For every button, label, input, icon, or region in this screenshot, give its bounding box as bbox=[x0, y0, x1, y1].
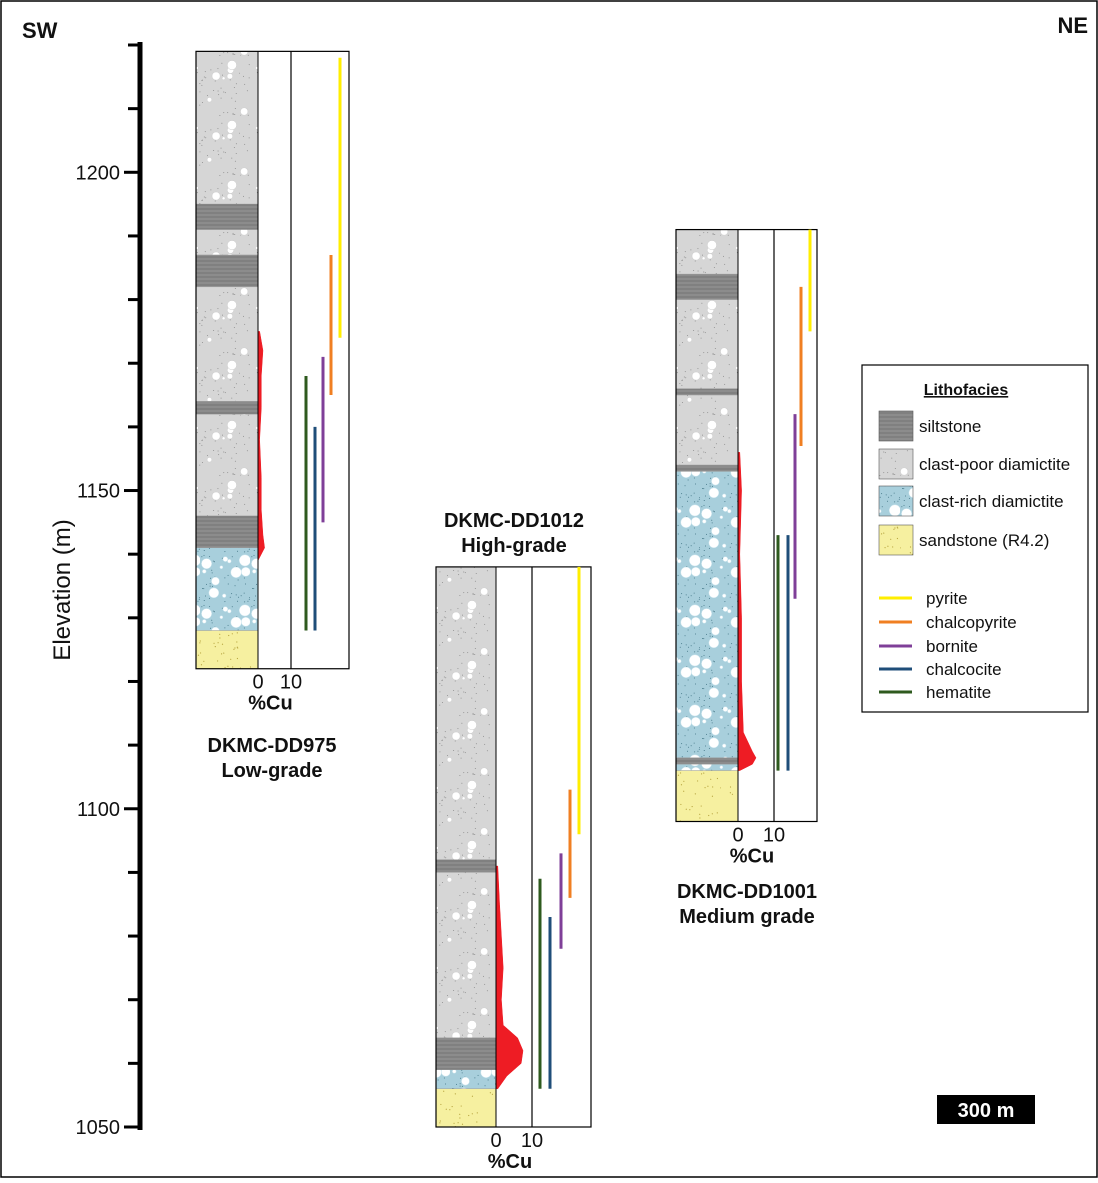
cu-tick-label: 10 bbox=[280, 672, 302, 694]
legend-label: hematite bbox=[926, 683, 991, 702]
lithology-interval bbox=[196, 414, 258, 516]
lithology-interval bbox=[196, 631, 258, 669]
hole-grade: Medium grade bbox=[679, 906, 815, 928]
lithology-interval bbox=[676, 771, 738, 822]
lithology-interval bbox=[676, 465, 738, 471]
lithology-interval bbox=[196, 516, 258, 548]
lithology-interval bbox=[436, 1038, 496, 1070]
figure: SW NE Elevation (m) Lithofacies 300 m 10… bbox=[0, 0, 1098, 1178]
cu-tick-label: 0 bbox=[732, 824, 743, 846]
hole-name: DKMC-DD975 bbox=[208, 735, 337, 757]
legend-label: pyrite bbox=[926, 589, 968, 608]
lithology-interval bbox=[196, 287, 258, 402]
legend-label: clast-poor diamictite bbox=[919, 455, 1070, 474]
lithology-interval bbox=[676, 395, 738, 465]
lithology-interval bbox=[436, 1070, 496, 1089]
legend-label: bornite bbox=[926, 637, 978, 656]
lithology-interval bbox=[676, 471, 738, 757]
lithology-interval bbox=[676, 389, 738, 395]
legend-swatch bbox=[879, 486, 913, 516]
cu-axis-label: %Cu bbox=[248, 693, 292, 715]
legend-label: siltstone bbox=[919, 417, 981, 436]
legend-label: chalcopyrite bbox=[926, 613, 1017, 632]
legend-label: clast-rich diamictite bbox=[919, 492, 1064, 511]
cu-tick-label: 10 bbox=[763, 824, 785, 846]
hole-grade: Low-grade bbox=[221, 760, 322, 782]
legend-label: chalcocite bbox=[926, 660, 1002, 679]
cu-tick-label: 10 bbox=[521, 1130, 543, 1152]
cu-axis-label: %Cu bbox=[730, 845, 774, 867]
lithology-interval bbox=[676, 274, 738, 299]
scale-bar-label: 300 m bbox=[958, 1100, 1015, 1122]
cu-tick-label: 0 bbox=[252, 672, 263, 694]
legend-swatch bbox=[879, 449, 913, 479]
lithology-interval bbox=[196, 204, 258, 229]
hole-name: DKMC-DD1012 bbox=[444, 510, 584, 532]
lithology-interval bbox=[436, 872, 496, 1037]
lithology-interval bbox=[676, 300, 738, 389]
legend-title: Lithofacies bbox=[924, 382, 1009, 399]
y-tick-label: 1200 bbox=[76, 162, 121, 184]
direction-label: NE bbox=[1057, 13, 1088, 38]
lithology-interval bbox=[676, 230, 738, 275]
legend-swatch bbox=[879, 525, 913, 555]
legend-swatch bbox=[879, 411, 913, 441]
lithology-interval bbox=[676, 764, 738, 770]
lithology-interval bbox=[436, 860, 496, 873]
hole-grade: High-grade bbox=[461, 535, 567, 557]
direction-label: SW bbox=[22, 18, 58, 43]
lithology-interval bbox=[196, 230, 258, 255]
y-tick-label: 1100 bbox=[77, 799, 120, 821]
lithology-interval bbox=[436, 1089, 496, 1127]
legend-label: sandstone (R4.2) bbox=[919, 531, 1049, 550]
y-tick-label: 1150 bbox=[77, 481, 120, 503]
hole-name: DKMC-DD1001 bbox=[677, 881, 817, 903]
lithology-interval bbox=[196, 401, 258, 414]
lithology-interval bbox=[196, 255, 258, 287]
lithology-interval bbox=[196, 51, 258, 204]
cu-tick-label: 0 bbox=[490, 1130, 501, 1152]
lithology-interval bbox=[676, 758, 738, 764]
y-axis-label: Elevation (m) bbox=[49, 519, 76, 660]
lithology-interval bbox=[196, 548, 258, 631]
y-tick-label: 1050 bbox=[76, 1117, 121, 1139]
lithology-interval bbox=[436, 567, 496, 860]
cu-axis-label: %Cu bbox=[488, 1151, 532, 1173]
